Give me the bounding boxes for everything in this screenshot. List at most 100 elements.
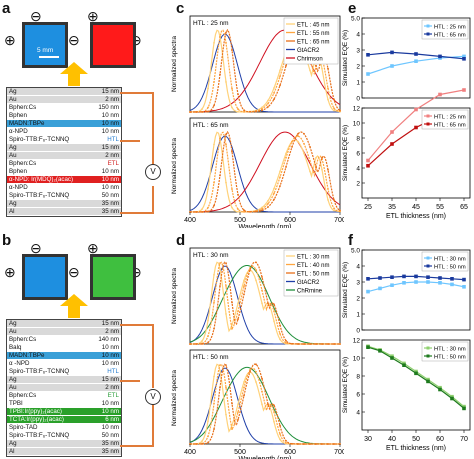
data-point (327, 343, 329, 345)
layer-row: Bphen:Cs ETL (7, 160, 121, 168)
data-point (243, 109, 245, 112)
y-axis-label: Normalized spectra (171, 36, 178, 92)
legend-marker (426, 354, 430, 358)
wire (152, 403, 154, 446)
data-point (219, 73, 221, 76)
data-point (285, 64, 287, 67)
layer-row: Au 2 nm (7, 96, 121, 104)
layer-material: TCTA:Ir(ppy)₂(acac) (9, 416, 64, 423)
data-point (231, 327, 233, 330)
data-point (225, 313, 227, 315)
x-tick-label: 25 (364, 204, 372, 211)
data-point (402, 363, 406, 367)
data-point (321, 67, 323, 70)
layer-thickness: ETL (107, 160, 119, 167)
y-tick-label: 2 (356, 181, 360, 188)
legend-entry: ETL : 65 nm (297, 40, 329, 46)
blue-pixel: 5 mm (22, 22, 68, 68)
layer-thickness: HTL (107, 368, 119, 375)
plot-frame (361, 17, 471, 99)
data-point (243, 293, 245, 296)
data-point (249, 110, 251, 113)
legend-box (283, 249, 339, 297)
series-line (190, 29, 341, 113)
layer-material: Bphen:Cs (9, 336, 37, 343)
data-point (225, 143, 227, 146)
layer-material: Ag (9, 200, 17, 207)
layer-row: Au 2 nm (7, 328, 121, 336)
data-point (285, 152, 287, 155)
scale-bar-label: 5 mm (37, 47, 54, 54)
data-point (303, 343, 305, 345)
layer-material: Spiro-TTB:F₆-TCNNQ (9, 192, 70, 199)
y-tick-label: 1 (356, 312, 360, 319)
data-point (249, 369, 251, 371)
data-point (219, 386, 221, 389)
data-point (237, 108, 239, 110)
data-point (225, 133, 227, 136)
layer-thickness: 35 nm (101, 448, 119, 455)
panel-label-d: d (176, 232, 186, 249)
layer-row: Al 35 nm (7, 208, 121, 216)
layer-row: Ag 35 nm (7, 200, 121, 208)
layer-thickness: 10 nm (101, 352, 119, 359)
panel-label-a: a (2, 0, 11, 17)
y-tick-label: 2 (356, 64, 360, 71)
data-point (249, 269, 251, 271)
legend-entry: GtACR2 (297, 280, 320, 286)
data-point (273, 411, 275, 413)
data-point (207, 106, 209, 109)
data-point (261, 289, 263, 292)
layer-material: TPBI (9, 400, 23, 407)
layer-material: α-NPD (9, 128, 28, 135)
layer-material: Spiro-TTB:F₆-TCNNQ (9, 432, 70, 439)
legend-entry: HTL : 25 nm (434, 24, 466, 30)
data-point (402, 281, 406, 285)
y-tick-label: 6 (356, 392, 360, 399)
data-point (327, 87, 329, 90)
data-point (279, 332, 281, 335)
layer-row: TPBI 10 nm (7, 400, 121, 408)
x-tick-label: 500 (234, 449, 246, 456)
layer-row: Ag 15 nm (7, 376, 121, 384)
layer-thickness: 2 nm (105, 96, 119, 103)
data-point (438, 387, 442, 392)
layer-row: TCTA:Ir(ppy)₂(acac) 6 nm (7, 416, 121, 424)
x-tick-label: 700 (334, 449, 344, 456)
data-point (414, 371, 418, 376)
data-point (219, 262, 221, 265)
data-point (273, 404, 275, 407)
data-point (291, 342, 293, 345)
wire (120, 92, 154, 94)
data-point (390, 142, 394, 146)
data-point (219, 267, 221, 270)
legend-box (421, 251, 469, 272)
layer-material: α-NPD (9, 184, 28, 191)
legend-entry: HTL : 50 nm (434, 264, 466, 270)
device-a-pixels: ⊖ ⊕ ⊕ ⊖ ⊖ 5 mm (0, 0, 170, 86)
layer-row: Au 2 nm (7, 384, 121, 392)
data-point (414, 59, 418, 63)
data-point (213, 81, 215, 83)
layer-row: Spiro-TTB:F₆-TCNNQ HTL (7, 368, 121, 376)
data-point (279, 75, 281, 78)
wire (152, 186, 154, 213)
data-point (273, 87, 275, 89)
layer-row: Bphen:Cs 150 nm (7, 104, 121, 112)
data-point (261, 208, 263, 210)
layer-material: Bphen:Cs (9, 392, 37, 399)
layer-thickness: 15 nm (101, 88, 119, 95)
data-point (225, 285, 227, 287)
data-point (279, 424, 281, 427)
layer-thickness: 10 nm (101, 128, 119, 135)
layer-thickness: 10 nm (101, 400, 119, 407)
data-point (366, 72, 370, 76)
x-tick-label: 50 (412, 436, 420, 443)
layer-thickness: 2 nm (105, 152, 119, 159)
y-tick-label: 6 (356, 151, 360, 158)
y-tick-label: 12 (353, 338, 361, 345)
layer-row: α-NPD 10 nm (7, 128, 121, 136)
legend-entry: ETL : 30 nm (297, 255, 329, 261)
voltmeter-icon: V (145, 164, 161, 180)
series-line (190, 261, 340, 345)
